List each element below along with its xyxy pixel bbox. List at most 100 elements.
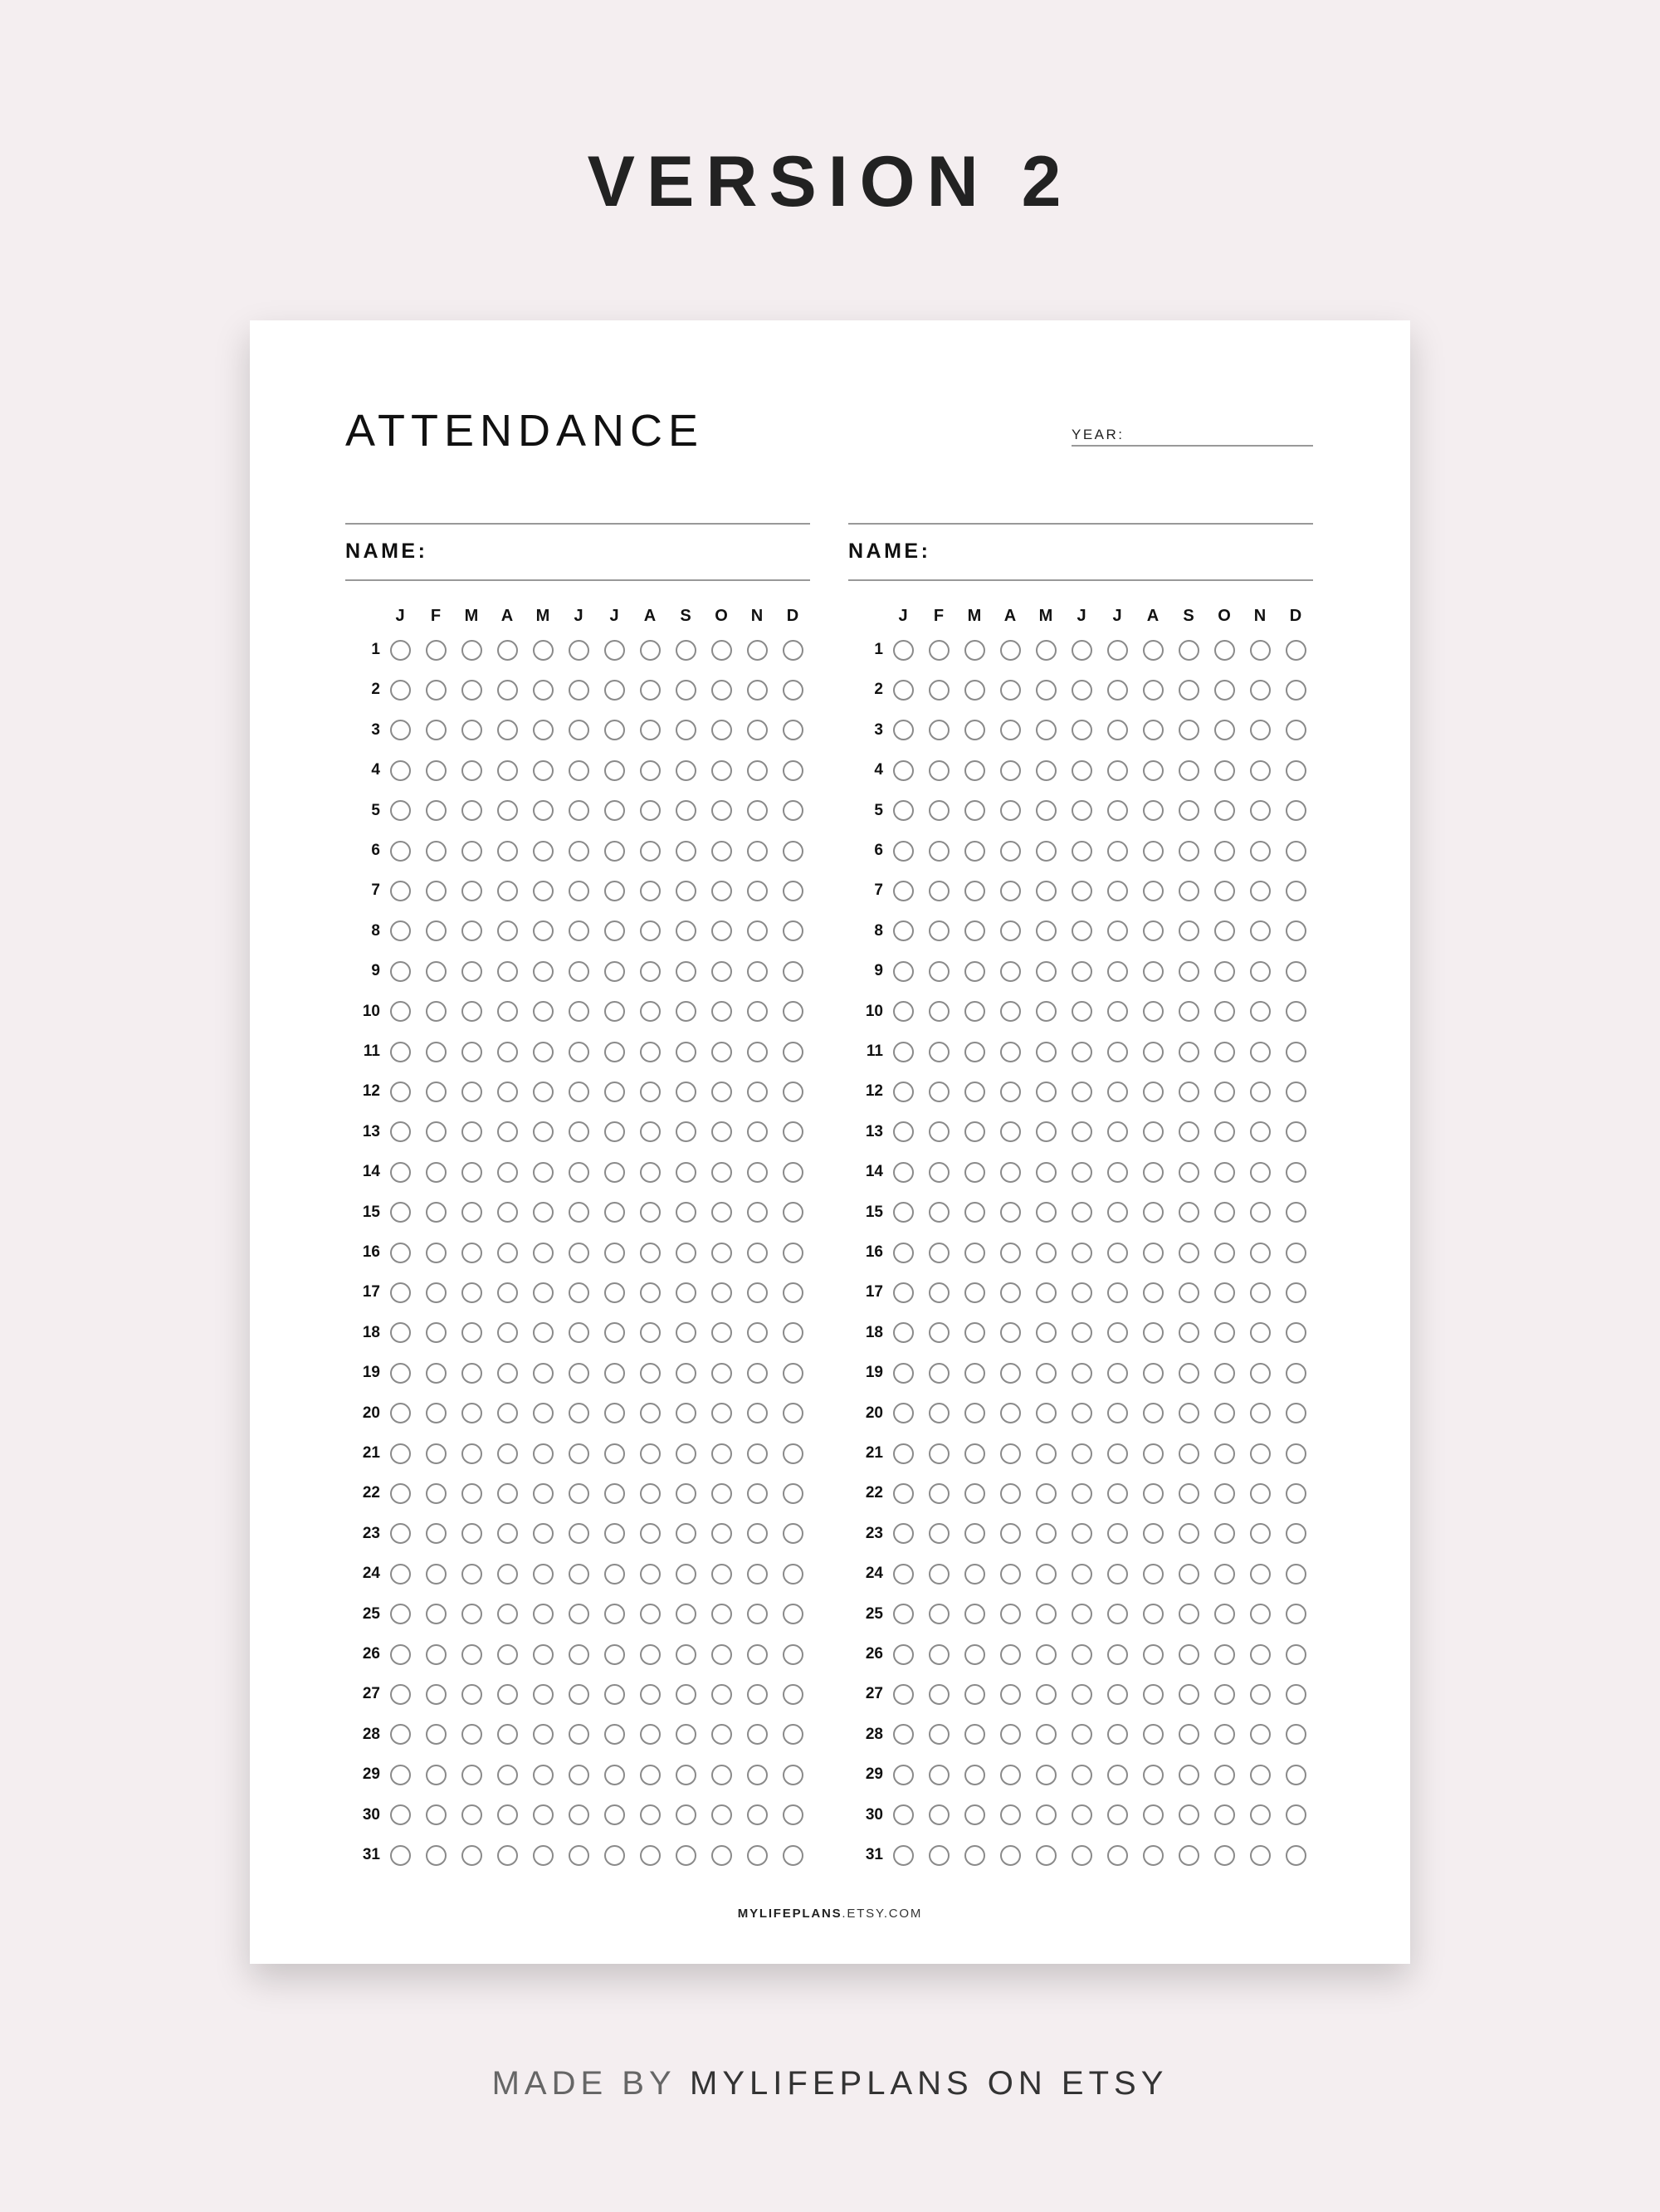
- attendance-circle[interactable]: [496, 1482, 518, 1504]
- attendance-circle[interactable]: [1071, 1242, 1092, 1263]
- attendance-circle[interactable]: [1213, 1322, 1235, 1344]
- attendance-circle[interactable]: [1106, 1282, 1128, 1303]
- attendance-circle[interactable]: [425, 1362, 447, 1384]
- attendance-circle[interactable]: [425, 1041, 447, 1062]
- attendance-circle[interactable]: [389, 880, 411, 901]
- attendance-circle[interactable]: [1213, 720, 1235, 741]
- attendance-circle[interactable]: [782, 1121, 803, 1143]
- attendance-circle[interactable]: [999, 1121, 1021, 1143]
- attendance-circle[interactable]: [1249, 1403, 1271, 1424]
- attendance-circle[interactable]: [1178, 1844, 1199, 1866]
- attendance-circle[interactable]: [1249, 920, 1271, 942]
- attendance-circle[interactable]: [964, 639, 985, 661]
- attendance-circle[interactable]: [461, 1121, 482, 1143]
- attendance-circle[interactable]: [603, 1403, 625, 1424]
- attendance-circle[interactable]: [532, 1362, 554, 1384]
- attendance-circle[interactable]: [1213, 1041, 1235, 1062]
- attendance-circle[interactable]: [1142, 1804, 1164, 1826]
- attendance-circle[interactable]: [425, 1523, 447, 1545]
- attendance-circle[interactable]: [710, 1161, 732, 1183]
- attendance-circle[interactable]: [710, 1643, 732, 1665]
- attendance-circle[interactable]: [1142, 1362, 1164, 1384]
- attendance-circle[interactable]: [1249, 759, 1271, 781]
- attendance-circle[interactable]: [568, 679, 589, 701]
- attendance-circle[interactable]: [782, 1403, 803, 1424]
- attendance-circle[interactable]: [639, 1482, 661, 1504]
- attendance-circle[interactable]: [964, 840, 985, 862]
- attendance-circle[interactable]: [496, 1523, 518, 1545]
- attendance-circle[interactable]: [1106, 1804, 1128, 1826]
- attendance-circle[interactable]: [532, 1242, 554, 1263]
- attendance-circle[interactable]: [603, 759, 625, 781]
- attendance-circle[interactable]: [782, 1683, 803, 1705]
- attendance-circle[interactable]: [496, 1161, 518, 1183]
- attendance-circle[interactable]: [710, 759, 732, 781]
- attendance-circle[interactable]: [1213, 1081, 1235, 1102]
- attendance-circle[interactable]: [928, 1683, 950, 1705]
- attendance-circle[interactable]: [1035, 840, 1057, 862]
- attendance-circle[interactable]: [1035, 1482, 1057, 1504]
- attendance-circle[interactable]: [746, 800, 768, 822]
- attendance-circle[interactable]: [603, 1523, 625, 1545]
- attendance-circle[interactable]: [603, 1482, 625, 1504]
- attendance-circle[interactable]: [1285, 1482, 1306, 1504]
- attendance-circle[interactable]: [425, 1081, 447, 1102]
- attendance-circle[interactable]: [1142, 1242, 1164, 1263]
- attendance-circle[interactable]: [496, 1081, 518, 1102]
- attendance-circle[interactable]: [496, 1443, 518, 1464]
- attendance-circle[interactable]: [1035, 1041, 1057, 1062]
- attendance-circle[interactable]: [746, 1443, 768, 1464]
- attendance-circle[interactable]: [675, 1604, 696, 1625]
- attendance-circle[interactable]: [964, 1724, 985, 1746]
- attendance-circle[interactable]: [496, 1724, 518, 1746]
- attendance-circle[interactable]: [892, 1242, 914, 1263]
- attendance-circle[interactable]: [639, 1443, 661, 1464]
- attendance-circle[interactable]: [746, 1161, 768, 1183]
- attendance-circle[interactable]: [964, 1041, 985, 1062]
- attendance-circle[interactable]: [746, 1643, 768, 1665]
- attendance-circle[interactable]: [461, 1764, 482, 1785]
- attendance-circle[interactable]: [1071, 1001, 1092, 1023]
- attendance-circle[interactable]: [496, 1322, 518, 1344]
- attendance-circle[interactable]: [1035, 920, 1057, 942]
- attendance-circle[interactable]: [568, 1643, 589, 1665]
- attendance-circle[interactable]: [603, 1121, 625, 1143]
- attendance-circle[interactable]: [999, 1322, 1021, 1344]
- attendance-circle[interactable]: [603, 1643, 625, 1665]
- attendance-circle[interactable]: [603, 1242, 625, 1263]
- attendance-circle[interactable]: [675, 1242, 696, 1263]
- attendance-circle[interactable]: [389, 1041, 411, 1062]
- attendance-circle[interactable]: [568, 1604, 589, 1625]
- attendance-circle[interactable]: [1285, 1563, 1306, 1585]
- attendance-circle[interactable]: [928, 1482, 950, 1504]
- attendance-circle[interactable]: [1071, 1362, 1092, 1384]
- attendance-circle[interactable]: [425, 759, 447, 781]
- attendance-circle[interactable]: [892, 1161, 914, 1183]
- attendance-circle[interactable]: [999, 880, 1021, 901]
- attendance-circle[interactable]: [1178, 880, 1199, 901]
- attendance-circle[interactable]: [782, 1161, 803, 1183]
- attendance-circle[interactable]: [710, 960, 732, 982]
- attendance-circle[interactable]: [999, 1563, 1021, 1585]
- attendance-circle[interactable]: [389, 1563, 411, 1585]
- attendance-circle[interactable]: [1071, 1041, 1092, 1062]
- attendance-circle[interactable]: [892, 1403, 914, 1424]
- attendance-circle[interactable]: [425, 880, 447, 901]
- attendance-circle[interactable]: [1285, 759, 1306, 781]
- attendance-circle[interactable]: [1106, 1523, 1128, 1545]
- attendance-circle[interactable]: [639, 1202, 661, 1223]
- attendance-circle[interactable]: [639, 1242, 661, 1263]
- attendance-circle[interactable]: [496, 800, 518, 822]
- attendance-circle[interactable]: [496, 1001, 518, 1023]
- attendance-circle[interactable]: [1142, 1041, 1164, 1062]
- attendance-circle[interactable]: [389, 1844, 411, 1866]
- attendance-circle[interactable]: [389, 1523, 411, 1545]
- attendance-circle[interactable]: [461, 759, 482, 781]
- attendance-circle[interactable]: [892, 1041, 914, 1062]
- attendance-circle[interactable]: [1285, 1322, 1306, 1344]
- attendance-circle[interactable]: [746, 1844, 768, 1866]
- attendance-circle[interactable]: [603, 720, 625, 741]
- attendance-circle[interactable]: [1213, 759, 1235, 781]
- attendance-circle[interactable]: [1071, 840, 1092, 862]
- attendance-circle[interactable]: [1178, 720, 1199, 741]
